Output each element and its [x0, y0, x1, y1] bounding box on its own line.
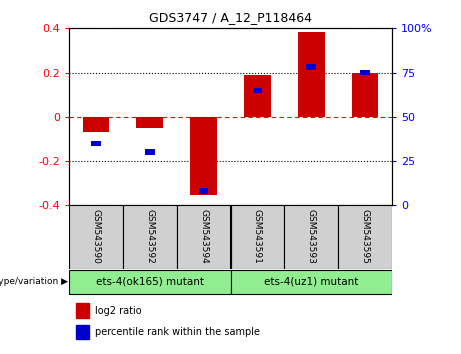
Text: genotype/variation ▶: genotype/variation ▶	[0, 277, 68, 286]
Text: GSM543595: GSM543595	[361, 209, 369, 263]
Text: GSM543593: GSM543593	[307, 209, 316, 263]
Text: GSM543592: GSM543592	[145, 209, 154, 263]
Title: GDS3747 / A_12_P118464: GDS3747 / A_12_P118464	[149, 11, 312, 24]
Bar	[298, 32, 325, 117]
Text: GSM543594: GSM543594	[199, 209, 208, 263]
Text: ets-4(ok165) mutant: ets-4(ok165) mutant	[96, 277, 204, 287]
Bar	[253, 87, 262, 93]
Bar	[69, 270, 230, 294]
Bar	[76, 325, 89, 339]
Bar	[91, 141, 101, 146]
Bar	[76, 303, 89, 318]
Bar	[230, 205, 284, 269]
Bar	[244, 75, 271, 117]
Bar	[199, 188, 208, 194]
Bar	[230, 270, 392, 294]
Bar	[351, 73, 378, 117]
Bar	[338, 205, 392, 269]
Text: ets-4(uz1) mutant: ets-4(uz1) mutant	[264, 277, 358, 287]
Bar	[307, 64, 316, 70]
Bar	[136, 117, 163, 128]
Bar	[69, 205, 123, 269]
Bar	[284, 205, 338, 269]
Bar	[360, 70, 370, 75]
Text: GSM543590: GSM543590	[92, 209, 100, 263]
Bar	[83, 117, 109, 132]
Text: log2 ratio: log2 ratio	[95, 306, 142, 316]
Bar	[123, 205, 177, 269]
Text: GSM543591: GSM543591	[253, 209, 262, 263]
Text: percentile rank within the sample: percentile rank within the sample	[95, 327, 260, 337]
Bar	[190, 117, 217, 195]
Bar	[177, 205, 230, 269]
Bar	[145, 149, 154, 155]
